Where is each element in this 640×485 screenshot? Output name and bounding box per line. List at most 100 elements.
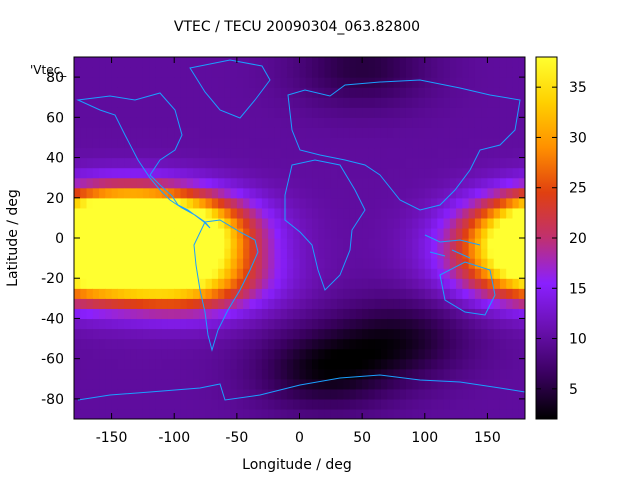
heatmap-cell [349, 57, 357, 68]
heatmap-cell [186, 167, 194, 179]
heatmap-cell [456, 338, 463, 350]
heatmap-cell [380, 338, 388, 350]
heatmap-cell [299, 97, 307, 108]
heatmap-cell [330, 147, 338, 159]
heatmap-cell [405, 207, 413, 219]
heatmap-cell [387, 107, 395, 118]
heatmap-cell [499, 318, 507, 330]
heatmap-cell [312, 348, 319, 360]
heatmap-cell [362, 328, 370, 340]
heatmap-cell [180, 207, 188, 219]
heatmap-cell [180, 157, 188, 169]
heatmap-cell [155, 227, 163, 239]
heatmap-cell [111, 157, 119, 169]
heatmap-cell [324, 368, 332, 380]
heatmap-cell [274, 298, 282, 309]
heatmap-cell [424, 227, 432, 239]
heatmap-cell [362, 318, 370, 330]
heatmap-cell [274, 67, 282, 78]
heatmap-cell [186, 77, 194, 88]
heatmap-cell [431, 338, 438, 350]
heatmap-cell [293, 187, 301, 199]
heatmap-cell [105, 177, 113, 189]
heatmap-cell [474, 227, 482, 239]
heatmap-cell [349, 278, 357, 289]
heatmap-cell [74, 77, 81, 88]
heatmap-cell [224, 248, 232, 259]
heatmap-cell [374, 127, 382, 139]
heatmap-cell [424, 77, 432, 88]
heatmap-cell [437, 308, 445, 320]
heatmap-cell [431, 137, 438, 149]
heatmap-cell [418, 177, 426, 189]
heatmap-cell [499, 67, 507, 78]
heatmap-cell [149, 298, 157, 309]
heatmap-cell [368, 127, 376, 139]
heatmap-cell [380, 177, 388, 189]
heatmap-cell [117, 328, 125, 340]
heatmap-cell [493, 87, 501, 98]
heatmap-cell [199, 207, 207, 219]
heatmap-cell [193, 167, 200, 179]
heatmap-cell [499, 388, 507, 400]
heatmap-cell [518, 238, 525, 249]
heatmap-cell [462, 107, 470, 118]
heatmap-cell [499, 268, 507, 279]
heatmap-cell [105, 388, 113, 400]
heatmap-cell [124, 167, 131, 179]
heatmap-cell [230, 398, 238, 410]
heatmap-cell [387, 328, 395, 340]
heatmap-cell [380, 368, 388, 380]
heatmap-cell [374, 408, 382, 419]
heatmap-cell [105, 117, 113, 128]
heatmap-cell [149, 97, 157, 108]
heatmap-cell [205, 278, 213, 289]
heatmap-cell [236, 167, 244, 179]
heatmap-cell [105, 338, 113, 350]
heatmap-cell [418, 328, 426, 340]
heatmap-cell [518, 67, 525, 78]
heatmap-cell [236, 318, 244, 330]
heatmap-cell [280, 117, 288, 128]
heatmap-cell [362, 408, 370, 419]
heatmap-cell [167, 227, 175, 239]
heatmap-cell [136, 258, 144, 269]
heatmap-cell [124, 227, 131, 239]
heatmap-cell [92, 147, 100, 159]
heatmap-cell [424, 127, 432, 139]
heatmap-cell [393, 348, 401, 360]
heatmap-cell [224, 398, 232, 410]
heatmap-cell [418, 318, 426, 330]
heatmap-cell [481, 248, 489, 259]
heatmap-cell [449, 227, 457, 239]
heatmap-cell [481, 398, 489, 410]
heatmap-cell [124, 87, 131, 98]
heatmap-cell [393, 318, 401, 330]
heatmap-cell [412, 318, 420, 330]
heatmap-cell [230, 197, 238, 209]
heatmap-cell [261, 97, 269, 108]
heatmap-cell [218, 378, 225, 390]
heatmap-cell [280, 338, 288, 350]
heatmap-cell [493, 97, 501, 108]
heatmap-cell [387, 217, 395, 229]
heatmap-cell [355, 408, 363, 419]
heatmap-cell [312, 197, 319, 209]
heatmap-cell [161, 358, 169, 370]
heatmap-cell [74, 268, 81, 279]
heatmap-cell [312, 328, 319, 340]
heatmap-cell [224, 137, 232, 149]
heatmap-cell [111, 67, 119, 78]
heatmap-cell [343, 348, 351, 360]
heatmap-cell [374, 167, 382, 179]
heatmap-cell [261, 117, 269, 128]
heatmap-cell [405, 117, 413, 128]
heatmap-cell [80, 388, 88, 400]
heatmap-cell [80, 368, 88, 380]
heatmap-cell [355, 77, 363, 88]
heatmap-cell [393, 408, 401, 419]
heatmap-cell [487, 378, 495, 390]
heatmap-cell [387, 137, 395, 149]
heatmap-cell [512, 318, 520, 330]
heatmap-cell [468, 167, 476, 179]
